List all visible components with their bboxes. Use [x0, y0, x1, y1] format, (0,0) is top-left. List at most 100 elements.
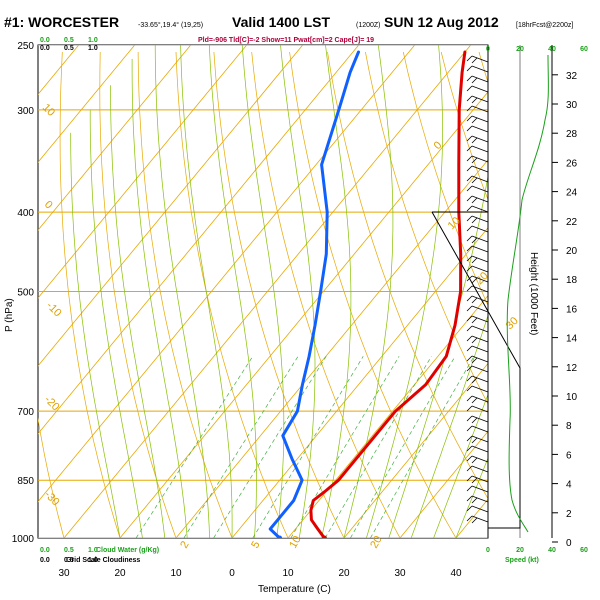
moist-adiabat — [131, 58, 188, 538]
isotherm-label: -10 — [44, 300, 64, 320]
y-axis-label: P (hPa) — [4, 298, 15, 332]
isotherm-50 — [512, 45, 600, 538]
temperature-tick: 20 — [114, 568, 126, 579]
wind-barb — [471, 485, 489, 493]
height-tick-18: 18 — [566, 275, 578, 286]
wind-barb-flag — [471, 257, 478, 264]
wind-barb-flag — [466, 365, 473, 372]
wind-barb-flag — [471, 377, 478, 384]
height-tick-8: 8 — [566, 421, 572, 432]
wind-barb — [471, 305, 489, 313]
wind-barb-flag — [466, 455, 473, 462]
wind-barb — [471, 205, 489, 213]
moist-adiabat — [70, 132, 121, 538]
wind-barb-flag — [471, 117, 478, 124]
temperature-profile-surface-point — [321, 535, 327, 538]
moist-adiabat — [110, 85, 166, 538]
moist-adiabat — [208, 45, 257, 538]
pressure-tick-1000: 1000 — [12, 534, 35, 545]
height-tick-10: 10 — [566, 392, 578, 403]
cloud-water-tick-bottom: 0.0 — [40, 547, 50, 554]
temperature-profile — [309, 50, 467, 538]
isotherm--60 — [38, 45, 304, 367]
isotherm--70 — [38, 45, 248, 299]
pressure-tick-250: 250 — [17, 41, 34, 52]
forecast-hour: [18hrFcst@2200z] — [516, 22, 573, 29]
wind-barb-flag — [466, 405, 473, 412]
temperature-tick: 30 — [394, 568, 406, 579]
cloudiness-tick-top: 0.5 — [64, 45, 74, 52]
wind-barb — [471, 115, 489, 123]
cloudiness-tick-top: 0.0 — [40, 45, 50, 52]
cloudiness-tick-bottom: 1.0 — [88, 557, 98, 564]
wind-barb-flag — [466, 475, 473, 482]
wind-barb-flag — [466, 325, 473, 332]
height-tick-30: 30 — [566, 100, 578, 111]
dry-adiabat — [402, 51, 488, 307]
station-coords: -33.65°,19.4° (19,25) — [138, 21, 203, 29]
height-tick-4: 4 — [566, 480, 572, 491]
wind-barb-flag — [466, 225, 473, 232]
wind-barb — [471, 215, 489, 223]
wind-barb-flag — [466, 85, 473, 92]
wind-barb-flag — [471, 357, 478, 364]
wind-barb-flag — [471, 457, 478, 464]
wind-barb-flag — [471, 157, 478, 164]
wind-barb — [471, 245, 489, 253]
moist-adiabat — [366, 45, 443, 538]
height-tick-2: 2 — [566, 509, 572, 520]
wind-barb — [471, 365, 489, 373]
cloud-water-tick-top: 1.0 — [88, 37, 98, 44]
wind-barb-flag — [471, 437, 478, 444]
wind-barb-flag — [471, 197, 478, 204]
wind-barb-flag — [466, 135, 473, 142]
isotherm-10 — [287, 294, 488, 538]
wind-barb-flag — [466, 95, 473, 102]
wind-barb-flag — [466, 425, 473, 432]
moist-adiabat — [455, 457, 488, 538]
wind-barb-flag — [466, 385, 473, 392]
moist-adiabat — [154, 45, 210, 538]
wind-barb — [471, 445, 489, 453]
x-axis-label: Temperature (C) — [258, 584, 331, 595]
forecast-date: SUN 12 Aug 2012 — [384, 14, 499, 30]
isotherm-label: -30 — [42, 489, 62, 509]
mixing-ratio-line — [135, 356, 254, 538]
wind-barb-flag — [466, 255, 473, 262]
speed-tick-bottom: 40 — [548, 547, 556, 554]
wind-barb — [471, 75, 489, 83]
temperature-tick: 40 — [450, 568, 462, 579]
wind-barb — [471, 95, 489, 103]
cloud-water-tick-bottom: 0.5 — [64, 547, 74, 554]
mixing-ratio-line — [350, 356, 456, 538]
cloud-water-label: Cloud Water (g/Kg) — [96, 547, 159, 554]
wind-barb — [471, 475, 489, 483]
wind-barb-flag — [471, 337, 478, 344]
wind-barb — [471, 375, 489, 383]
moist-adiabat — [388, 173, 488, 538]
cloud-water-tick-top: 0.5 — [64, 37, 74, 44]
wind-barb-flag — [466, 265, 473, 272]
isotherm--30 — [63, 45, 472, 538]
wind-barb — [471, 355, 489, 363]
wind-barb-flag — [471, 217, 478, 224]
wind-barb — [471, 105, 489, 113]
wind-barb — [471, 425, 489, 433]
wind-barb — [471, 55, 489, 63]
isotherm--90 — [38, 45, 136, 163]
wind-barb-flag — [466, 375, 473, 382]
wind-barb-flag — [471, 517, 478, 524]
speed-tick-bottom: 60 — [580, 547, 588, 554]
wind-barb-flag — [471, 317, 478, 324]
wind-barb — [471, 65, 489, 73]
wind-barb-flag — [471, 137, 478, 144]
wind-barb-flag — [466, 145, 473, 152]
mixing-ratio-line — [213, 356, 327, 538]
height-tick-6: 6 — [566, 450, 572, 461]
station-title: #1: WORCESTER — [4, 14, 119, 30]
speed-axis-label: Speed (kt) — [505, 557, 539, 564]
wind-barb — [471, 155, 489, 163]
height-tick-28: 28 — [566, 129, 578, 140]
height-tick-20: 20 — [566, 246, 578, 257]
